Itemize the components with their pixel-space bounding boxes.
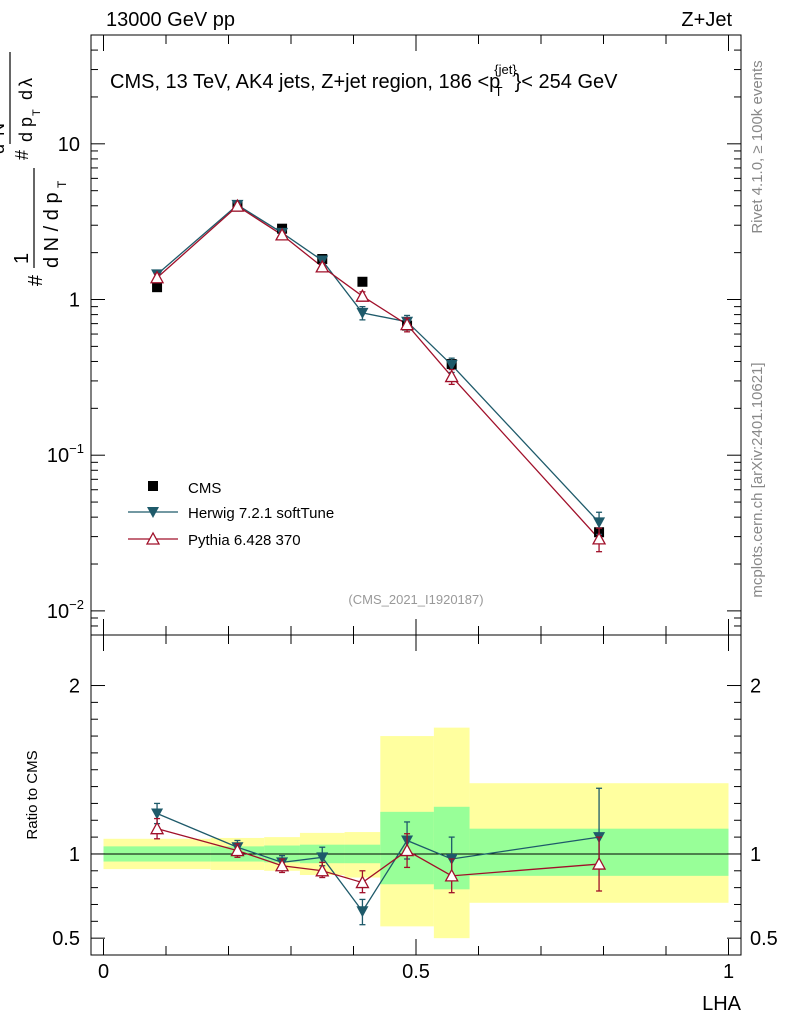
legend: CMS Herwig 7.2.1 softTune Pythia 6.428 3… <box>128 480 334 549</box>
data-point-cms <box>357 276 368 287</box>
process-label: Z+Jet <box>681 9 732 31</box>
energy-label: 13000 GeV pp <box>106 9 235 31</box>
main-series <box>149 198 607 553</box>
ratio-y-tick-label-left: 1 <box>69 844 80 866</box>
ratio-point-pythia <box>444 868 459 882</box>
ratio-line-pythia <box>156 828 600 884</box>
ratio-y-tick-label-right: 0.5 <box>750 928 778 950</box>
ratio-x-tick-label: 0.5 <box>402 961 430 983</box>
ratio-point-pythia <box>591 856 607 870</box>
svg-text:1: 1 <box>11 253 33 264</box>
data-point-herwig <box>593 517 606 529</box>
analysis-watermark: (CMS_2021_I1920187) <box>348 592 483 607</box>
mcplots-label: mcplots.cern.ch [arXiv:2401.10621] <box>749 362 766 597</box>
data-point-pythia <box>355 288 370 302</box>
main-y-ticks: 10−2 10−1 1 10 <box>47 34 741 636</box>
main-y-tick-label: 10 <box>58 134 80 156</box>
ratio-point-pythia <box>399 843 415 857</box>
legend-label-pythia: Pythia 6.428 370 <box>188 532 301 549</box>
ratio-y-label: Ratio to CMS <box>24 750 41 839</box>
main-x-ticks <box>103 35 729 635</box>
ratio-point-pythia <box>149 821 165 835</box>
ratio-y-ticks: 0.5 0.5 1 1 2 2 <box>52 676 778 951</box>
ratio-panel: 0.5 0.51 12 2 0 0.5 1 Ratio to CMS LHA <box>24 634 778 1015</box>
ratio-y-tick-label-left: 2 <box>69 676 80 698</box>
ratio-point-herwig <box>316 852 329 864</box>
ratio-series <box>149 787 607 926</box>
chart-title-sup: {jet} <box>494 62 517 77</box>
data-point-pythia <box>274 227 290 241</box>
ratio-x-tick-label: 1 <box>723 961 734 983</box>
ratio-x-tick-label: 0 <box>98 961 109 983</box>
ratio-bands <box>103 727 729 939</box>
chart-title-prefix: CMS, 13 TeV, AK4 jets, Z+jet region, 186… <box>110 71 500 93</box>
main-y-tick-label: 1 <box>69 290 80 312</box>
data-point-herwig <box>445 359 458 371</box>
svg-text:d p: d p <box>16 117 36 142</box>
data-point-herwig <box>356 307 369 319</box>
main-y-tick-label: 10−2 <box>47 597 84 623</box>
series-line-pythia <box>156 205 600 540</box>
data-point-pythia <box>315 259 330 273</box>
ratio-y-tick-label-right: 2 <box>750 676 761 698</box>
x-axis-label: LHA <box>702 993 742 1015</box>
legend-marker-pythia <box>145 531 161 545</box>
ratio-y-tick-label-right: 1 <box>750 844 761 866</box>
data-point-cms <box>152 282 163 293</box>
legend-marker-cms <box>148 481 158 491</box>
svg-text:#: # <box>25 274 47 286</box>
series-line-herwig <box>156 204 600 523</box>
data-point-pythia <box>230 198 245 212</box>
ratio-x-ticks: 0 0.5 1 <box>98 635 734 983</box>
ratio-point-herwig <box>151 808 164 820</box>
svg-text:N: N <box>0 123 8 136</box>
main-y-tick-label: 10−1 <box>47 441 84 467</box>
ratio-y-tick-label-left: 0.5 <box>52 928 80 950</box>
svg-text:T: T <box>55 180 69 188</box>
svg-text:d: d <box>16 90 36 100</box>
svg-text:λ: λ <box>16 78 36 87</box>
chart-title: CMS, 13 TeV, AK4 jets, Z+jet region, 186… <box>110 62 618 99</box>
data-point-pythia <box>591 531 607 545</box>
ratio-line-herwig <box>156 812 600 913</box>
ratio-point-pythia <box>355 875 370 889</box>
svg-text:#: # <box>12 150 32 160</box>
legend-label-cms: CMS <box>188 480 221 497</box>
main-y-label: # 1 d N / d p T # d 2 N d p T d λ <box>0 52 69 286</box>
chart-title-suffix: }< 254 GeV <box>515 71 619 93</box>
svg-text:T: T <box>31 109 43 116</box>
rivet-label: Rivet 4.1.0, ≥ 100k events <box>749 60 766 233</box>
data-point-pythia <box>444 369 459 383</box>
data-point-pythia <box>399 317 415 331</box>
svg-text:d: d <box>0 144 8 154</box>
ratio-point-pythia <box>230 843 245 857</box>
svg-text:d N / d p: d N / d p <box>41 192 63 268</box>
chart-title-sub: T <box>495 84 503 99</box>
ratio-point-herwig <box>356 906 369 918</box>
legend-marker-herwig <box>147 507 159 518</box>
data-point-pythia <box>149 270 165 284</box>
main-panel: 10−2 10−1 1 10 CMS, 13 TeV, AK4 jets, Z+jet… <box>0 34 742 636</box>
legend-label-herwig: Herwig 7.2.1 softTune <box>188 505 334 522</box>
ratio-point-pythia <box>315 863 330 877</box>
ratio-point-pythia <box>274 858 290 872</box>
